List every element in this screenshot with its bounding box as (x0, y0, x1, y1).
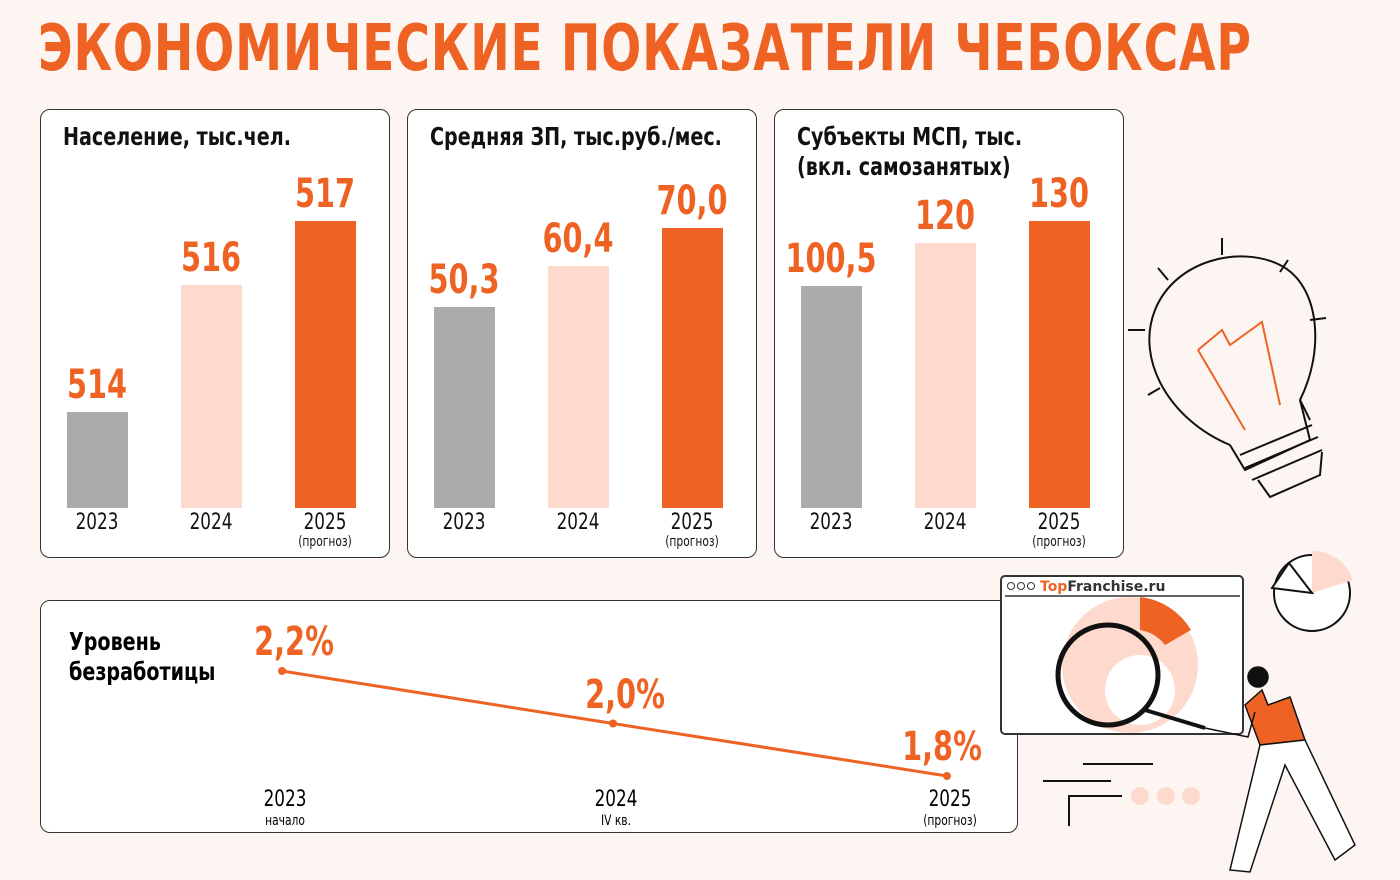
year-label: 2025 (1037, 510, 1081, 535)
person-icon (1204, 666, 1356, 873)
value-label: 100,5 (785, 236, 877, 283)
panel-title-line: (вкл. самозанятых) (797, 152, 1011, 181)
year-label: 2025 (928, 787, 972, 812)
value-label: 1,8% (902, 724, 982, 770)
value-label: 120 (914, 193, 976, 240)
panel-title-line: Уровень (69, 627, 161, 656)
panel-title-line: безработицы (69, 657, 216, 686)
value-label: 70,0 (656, 178, 728, 224)
value-label: 514 (66, 362, 128, 409)
page-title: ЭКОНОМИЧЕСКИЕ ПОКАЗАТЕЛИ ЧЕБОКСАР (38, 12, 1252, 86)
sub-label: (прогноз) (298, 534, 352, 550)
value-label: 2,2% (254, 619, 334, 665)
year-label: 2023 (75, 510, 119, 535)
bar-2023 (434, 306, 495, 508)
year-label: 2025 (303, 510, 347, 535)
data-point (943, 772, 951, 780)
sub-label: IV кв. (600, 813, 632, 829)
year-label: 2023 (442, 510, 486, 535)
panel-title: Уровень безработицы (69, 627, 215, 687)
bar-2023 (801, 286, 862, 508)
decorative-dots (1131, 787, 1200, 805)
sub-label: (прогноз) (665, 534, 719, 550)
bar-2025 (295, 220, 356, 508)
panel-title: Население, тыс.чел. (63, 122, 291, 151)
data-point (278, 667, 286, 675)
value-label: 517 (294, 170, 356, 217)
logo: TopFranchise.ru (1040, 579, 1165, 595)
value-label: 2,0% (585, 671, 665, 718)
sub-label: начало (265, 813, 305, 829)
unemployment-panel: Уровень безработицы 2,2% 2023 начало 2,0% 20… (40, 600, 1018, 833)
browser-window-icon (1000, 575, 1244, 735)
panel-title: Средняя ЗП, тыс.руб./мес. (430, 122, 722, 151)
sub-label: (прогноз) (1032, 534, 1086, 550)
year-label: 2023 (809, 510, 853, 535)
panel-title-line: Субъекты МСП, тыс. (797, 122, 1023, 151)
data-point (609, 719, 617, 728)
year-label: 2024 (556, 510, 600, 535)
value-label: 130 (1028, 171, 1090, 218)
year-label: 2024 (189, 510, 233, 535)
year-label: 2024 (923, 510, 967, 535)
bar-2024 (548, 266, 609, 508)
bar-2025 (1029, 221, 1090, 508)
bar-2025 (662, 228, 723, 508)
pie-chart-icon (1270, 550, 1353, 632)
panel-title: Субъекты МСП, тыс. (вкл. самозанятых) (797, 122, 1022, 182)
bar-2023 (67, 412, 128, 508)
bar-2024 (915, 243, 976, 508)
year-label: 2024 (594, 787, 638, 812)
line-chart (278, 667, 951, 780)
salary-panel: Средняя ЗП, тыс.руб./мес. 50,3 2023 60,4 20… (407, 109, 757, 558)
decorative-lines (1043, 763, 1153, 826)
sme-panel: Субъекты МСП, тыс. (вкл. самозанятых) 10… (774, 109, 1124, 558)
value-label: 516 (180, 234, 242, 281)
year-label: 2025 (670, 510, 714, 535)
sub-label: (прогноз) (923, 813, 977, 829)
value-label: 50,3 (428, 256, 500, 303)
population-panel: Население, тыс.чел. 514 2023 516 2024 517 202… (40, 109, 390, 558)
bar-2024 (181, 284, 242, 508)
lightbulb-icon (1128, 238, 1327, 499)
value-label: 60,4 (542, 216, 614, 263)
year-label: 2023 (263, 787, 307, 812)
